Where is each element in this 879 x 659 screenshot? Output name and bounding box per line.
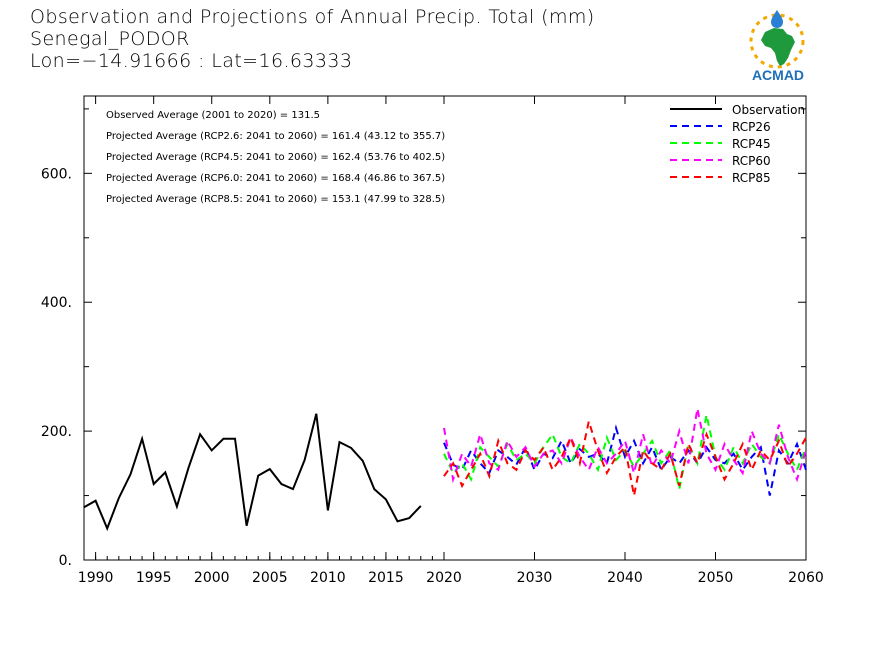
y-tick-label: 0. <box>59 553 72 569</box>
legend-label: Observation <box>732 103 805 117</box>
y-tick-label: 200. <box>41 424 72 440</box>
x-tick-label: 2010 <box>310 570 346 586</box>
x-tick-label: 2000 <box>194 570 230 586</box>
plot-frame <box>83 95 807 561</box>
statistics-annotations: Observed Average (2001 to 2020) = 131.5 P… <box>106 110 445 205</box>
x-axis: 1990 1995 2000 2005 2010 2015 2020 2030 2040 2050… <box>78 96 824 586</box>
africa-continent-shape <box>761 28 795 66</box>
x-tick-label: 2015 <box>368 570 404 586</box>
series-line-observation <box>83 413 422 532</box>
legend-label: RCP85 <box>732 171 771 185</box>
legend-label: RCP45 <box>732 137 771 151</box>
annotation-line: Observed Average (2001 to 2020) = 131.5 <box>106 110 320 121</box>
legend-label: RCP26 <box>732 120 771 134</box>
x-tick-label: 2040 <box>607 570 643 586</box>
x-tick-label: 2060 <box>788 570 824 586</box>
annotation-line: Projected Average (RCP8.5: 2041 to 2060)… <box>106 194 445 205</box>
y-axis: 0. 200. 400. 600. <box>41 108 806 569</box>
x-tick-label: 2020 <box>426 570 462 586</box>
x-tick-label: 1990 <box>78 570 114 586</box>
water-drop-icon <box>771 10 783 28</box>
legend-label: RCP60 <box>732 154 771 168</box>
chart-title: Observation and Projections of Annual Pr… <box>30 6 595 28</box>
annotation-line: Projected Average (RCP2.6: 2041 to 2060)… <box>106 131 445 142</box>
x-tick-label: 2030 <box>517 570 553 586</box>
legend: Observation RCP26 RCP45 RCP60 RCP85 <box>670 103 805 185</box>
sun-rays <box>749 13 805 69</box>
x-tick-label: 2050 <box>698 570 734 586</box>
chart-title-block: Observation and Projections of Annual Pr… <box>30 6 595 72</box>
series-line-rcp85 <box>443 417 807 496</box>
station-name: Senegal_PODOR <box>30 28 190 50</box>
y-tick-label: 400. <box>41 295 72 311</box>
acmad-logo: ACMAD <box>737 6 819 84</box>
series-layer <box>83 408 807 532</box>
y-tick-label: 600. <box>41 166 72 182</box>
x-tick-label: 1995 <box>136 570 172 586</box>
annotation-line: Projected Average (RCP4.5: 2041 to 2060)… <box>106 152 445 163</box>
africa-map-logo-icon: ACMAD <box>749 10 805 83</box>
series-line-rcp26 <box>443 424 807 496</box>
annotation-line: Projected Average (RCP6.0: 2041 to 2060)… <box>106 173 445 184</box>
x-tick-label: 2005 <box>252 570 288 586</box>
series-line-rcp60 <box>443 408 807 484</box>
logo-text: ACMAD <box>752 67 804 83</box>
station-coordinates: Lon=−14.91666 : Lat=16.63333 <box>30 50 353 72</box>
